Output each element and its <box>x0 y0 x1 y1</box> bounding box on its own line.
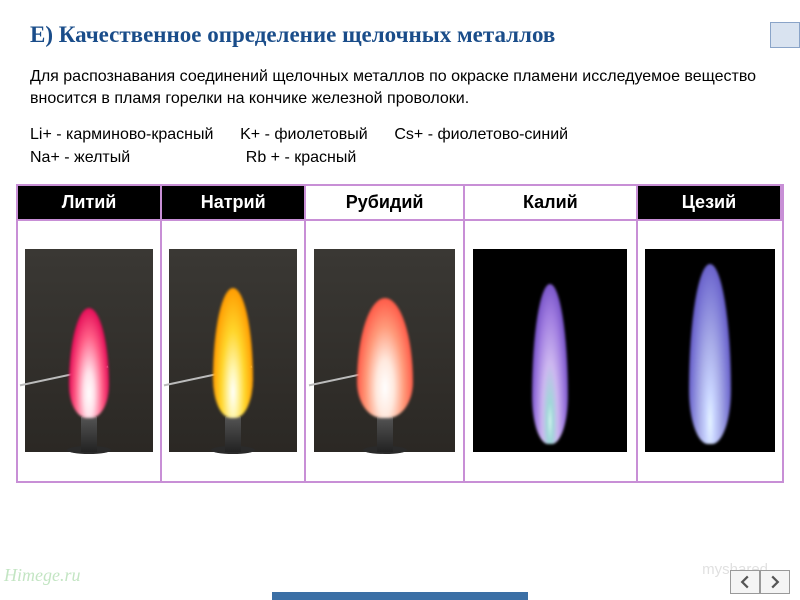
flame <box>532 284 568 444</box>
next-button[interactable] <box>760 570 790 594</box>
burner <box>81 416 97 452</box>
burner <box>225 416 241 452</box>
ion-line-1: Li+ - карминово-красный K+ - фиолетовый … <box>30 123 770 146</box>
page-title: Е) Качественное определение щелочных мет… <box>0 0 800 60</box>
prev-button[interactable] <box>730 570 760 594</box>
flame-image <box>314 249 455 452</box>
flame-cell <box>162 221 306 481</box>
flame-image <box>169 249 297 452</box>
ion-line-2: Na+ - желтый Rb + - красный <box>30 146 770 169</box>
flame <box>689 264 731 444</box>
flame <box>213 288 253 418</box>
flame-cell <box>638 221 782 481</box>
column-header: Рубидий <box>306 186 465 221</box>
ion-colors: Li+ - карминово-красный K+ - фиолетовый … <box>0 109 800 169</box>
forward-chip[interactable] <box>770 22 800 48</box>
flame-cell <box>18 221 162 481</box>
column-header: Натрий <box>162 186 306 221</box>
column-header: Цезий <box>638 186 782 221</box>
flame-image <box>25 249 153 452</box>
flame-table: ЛитийНатрийРубидийКалийЦезий <box>16 184 784 483</box>
footer-bar <box>272 592 528 600</box>
flame-cell <box>306 221 465 481</box>
watermark-left: Himege.ru <box>4 565 80 586</box>
flame-image <box>473 249 627 452</box>
flame <box>357 298 413 418</box>
flame-cell <box>465 221 638 481</box>
column-header: Литий <box>18 186 162 221</box>
burner <box>377 416 393 452</box>
flame-image <box>645 249 775 452</box>
chevron-left-icon <box>738 575 752 589</box>
pager <box>730 570 790 594</box>
chevron-right-icon <box>768 575 782 589</box>
intro-text: Для распознавания соединений щелочных ме… <box>0 60 800 109</box>
flame <box>69 308 109 418</box>
column-header: Калий <box>465 186 638 221</box>
